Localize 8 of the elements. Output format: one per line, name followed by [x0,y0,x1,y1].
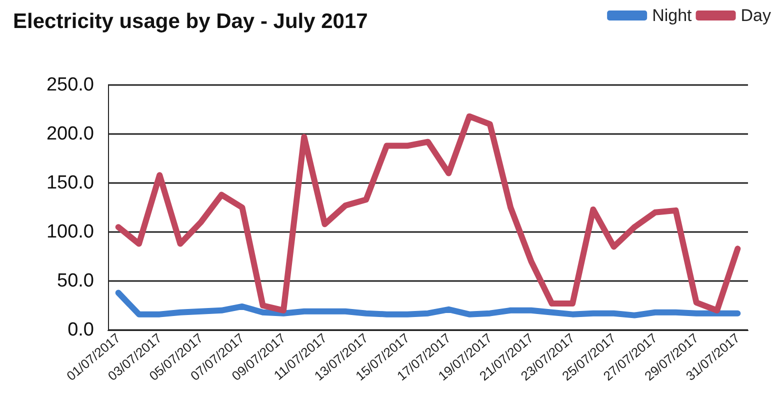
y-tick-label: 150.0 [46,172,94,194]
y-tick-label: 50.0 [57,270,94,292]
legend-label: Day [740,6,772,25]
chart-title: Electricity usage by Day - July 2017 [13,10,368,33]
y-tick-label: 200.0 [46,124,94,144]
y-tick-label: 100.0 [46,222,94,242]
legend-label: Night [652,6,692,25]
y-tick-label: 250.0 [46,74,94,96]
